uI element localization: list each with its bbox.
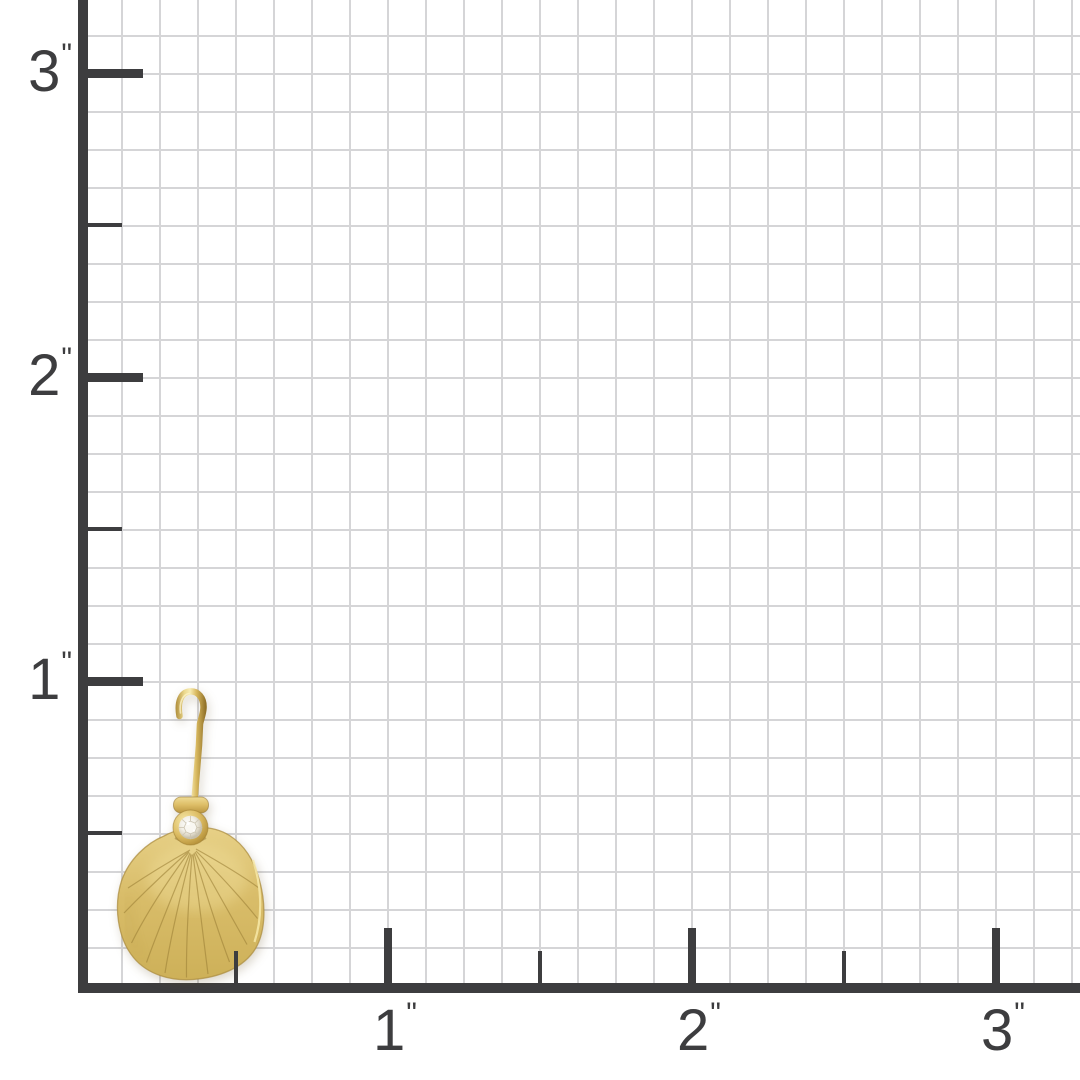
axis-label-inch-mark: " [710, 997, 721, 1030]
y-axis-label-2in: 2 " [0, 342, 72, 408]
x-axis-label-2in: 2 " [677, 997, 721, 1063]
x-axis-major-tick-2in [688, 928, 696, 983]
y-axis-minor-tick-2.5in [88, 223, 122, 227]
x-axis-minor-tick-1.5in [538, 951, 542, 983]
y-axis-major-tick-3in [88, 69, 143, 78]
axis-label-inch-mark: " [61, 646, 72, 679]
petal-charm [116, 826, 265, 981]
y-axis-label-1in: 1 " [0, 646, 72, 712]
y-axis-major-tick-2in [88, 373, 143, 382]
axis-label-inch-mark: " [406, 997, 417, 1030]
y-axis-major-tick-1in [88, 677, 143, 686]
y-axis-line [78, 0, 88, 993]
y-axis-minor-tick-0.5in [88, 831, 122, 835]
x-axis-label-1in: 1 " [373, 997, 417, 1063]
axis-label-number: 2 [677, 998, 709, 1063]
earring-image [116, 688, 265, 981]
diamond-facets [178, 815, 203, 840]
axis-label-inch-mark: " [1014, 997, 1025, 1030]
axis-label-inch-mark: " [61, 342, 72, 375]
y-axis-label-3in: 3 " [0, 38, 72, 104]
ear-wire-highlight [179, 692, 190, 714]
petal-veins [123, 848, 260, 978]
measurement-grid [78, 0, 1080, 983]
diamond-sparkle [186, 821, 190, 826]
petal-sheen [147, 845, 247, 911]
x-axis-minor-tick-2.5in [842, 951, 846, 983]
axis-label-number: 2 [28, 343, 60, 408]
x-axis-minor-tick-0.5in [234, 951, 238, 983]
petal-left-shadow [127, 893, 150, 966]
x-axis-major-tick-3in [992, 928, 1000, 983]
diamond-sparkle-small [192, 829, 196, 832]
axis-label-number: 3 [28, 39, 60, 104]
axis-label-number: 1 [28, 647, 60, 712]
x-axis-major-tick-1in [384, 928, 392, 983]
x-axis-line [78, 983, 1080, 993]
axis-label-number: 1 [373, 998, 405, 1063]
axis-label-inch-mark: " [61, 38, 72, 71]
petal-edge-highlight [251, 859, 262, 943]
ear-wire [175, 688, 207, 804]
y-axis-minor-tick-1.5in [88, 527, 122, 531]
x-axis-label-3in: 3 " [981, 997, 1025, 1063]
axis-label-number: 3 [981, 998, 1013, 1063]
